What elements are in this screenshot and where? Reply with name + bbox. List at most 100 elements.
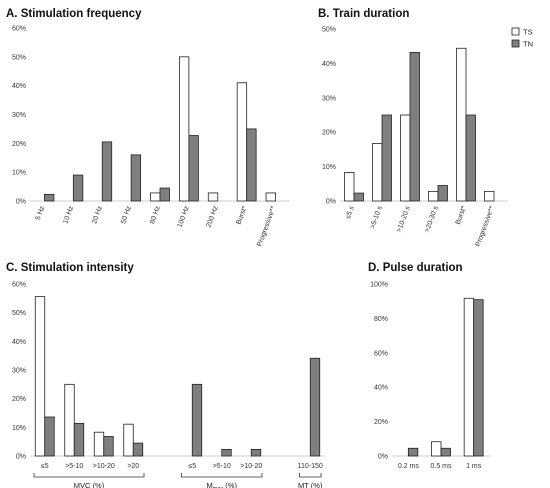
bar-ts — [456, 47, 467, 202]
y-tick-label: 20% — [12, 396, 26, 403]
group-label-main: M — [207, 481, 213, 488]
y-tick-label: 10% — [12, 425, 26, 432]
bar-tn — [191, 383, 203, 457]
y-tick-label: 40% — [12, 83, 26, 90]
bar-tn — [44, 193, 55, 202]
y-tick-label: 40% — [374, 385, 388, 392]
x-tick-label: >5-10 — [65, 463, 83, 470]
x-tick-label: 20 Hz — [91, 205, 104, 225]
y-tick-label: 40% — [322, 61, 336, 68]
y-tick-label: 40% — [12, 339, 26, 346]
y-tick-label: 10% — [322, 164, 336, 171]
x-tick-label: ≤5 s — [345, 205, 356, 220]
bar-tn — [44, 416, 55, 457]
panel-stimulation-intensity: C. Stimulation intensity 0% 10% 20% 30% 40% 5… — [6, 262, 325, 488]
legend-label-tn: TN — [523, 40, 533, 49]
bar-ts — [265, 192, 276, 202]
group-label: Mmax (%) — [207, 481, 238, 488]
x-tick-label: 110-150 — [298, 463, 323, 470]
x-tick-label: 80 Hz — [149, 205, 162, 225]
group-bracket — [299, 473, 322, 478]
x-tick-label: 200 Hz — [205, 205, 219, 229]
x-tick-label: >20-30 s — [424, 205, 440, 234]
bar-tn — [73, 422, 85, 457]
x-tick-label: Burst* — [455, 205, 468, 226]
bar-ts — [34, 296, 46, 457]
bar-ts — [178, 56, 190, 202]
bar-ts — [372, 143, 383, 202]
x-tick-label: 100 Hz — [177, 205, 191, 229]
bar-tn — [309, 357, 321, 457]
bar-tn — [381, 114, 392, 202]
y-tick-label: 0% — [378, 454, 388, 461]
group-label: MT (%) — [298, 481, 323, 488]
bar-tn — [72, 174, 84, 202]
y-tick-label: 50% — [12, 54, 26, 61]
y-tick-label: 0% — [326, 199, 336, 206]
bar-tn — [409, 51, 420, 202]
x-tick-label: ≤5 — [188, 463, 196, 470]
group-label-main: MT (%) — [298, 481, 323, 488]
bar-ts — [484, 190, 495, 202]
y-tick-label: 60% — [12, 26, 26, 33]
x-tick-label: Progressive** — [256, 205, 277, 248]
bar-tn — [440, 447, 451, 457]
bar-tn — [101, 141, 113, 202]
y-tick-label: 10% — [12, 170, 26, 177]
x-tick-label: >10-20 s — [396, 205, 412, 234]
x-tick-label: >10-20 — [240, 463, 262, 470]
panel-pulse-duration: D. Pulse duration 0% 20% 40% 60% 80% 100% 0.2 … — [368, 262, 490, 470]
y-tick-label: 0% — [16, 199, 26, 206]
x-tick-label: >5-10 — [213, 463, 231, 470]
x-tick-label: >5-10 s — [369, 205, 384, 230]
bar-ts — [207, 192, 219, 202]
y-tick-label: 30% — [12, 368, 26, 375]
x-tick-label: ≤5 — [41, 463, 49, 470]
panel-title-d: D. Pulse duration — [368, 262, 463, 274]
x-tick-label: 10 Hz — [62, 205, 75, 225]
x-tick-label: 1 ms — [466, 463, 482, 470]
bar-ts — [123, 423, 134, 457]
y-tick-label: 20% — [374, 419, 388, 426]
legend-swatch-tn — [511, 39, 520, 48]
bar-ts — [344, 172, 355, 202]
y-tick-label: 30% — [322, 95, 336, 102]
panel-train-duration: B. Train duration 0% 10% 20% 30% 40% 50% ≤5 s >… — [318, 8, 533, 248]
panel-title-b: B. Train duration — [318, 8, 409, 20]
y-tick-label: 50% — [322, 27, 336, 34]
y-tick-label: 0% — [16, 454, 26, 461]
group-bracket — [33, 473, 145, 478]
bar-ts — [400, 114, 411, 202]
group-label-subscript: max — [213, 486, 224, 488]
bar-tn — [250, 449, 262, 457]
group-label-main: MVC (%) — [74, 481, 105, 488]
bar-tn — [407, 447, 419, 457]
legend-swatch-ts — [511, 27, 520, 36]
bar-tn — [437, 185, 448, 202]
y-tick-label: 60% — [12, 282, 26, 289]
bar-ts — [431, 441, 442, 457]
legend: TS TN — [511, 27, 533, 49]
bar-tn — [130, 154, 142, 202]
bar-ts — [93, 431, 105, 457]
group-label-suffix: (%) — [223, 481, 237, 488]
y-tick-label: 50% — [12, 310, 26, 317]
x-tick-label: 5 Hz — [35, 205, 47, 221]
legend-label-ts: TS — [523, 28, 533, 37]
x-tick-label: Burst* — [235, 205, 248, 226]
bar-ts — [236, 82, 248, 202]
panel-title-c: C. Stimulation intensity — [6, 262, 134, 274]
bar-ts — [463, 297, 475, 457]
bar-tn — [188, 135, 199, 202]
x-tick-label: >10-20 — [93, 463, 115, 470]
bar-tn — [353, 192, 364, 202]
bar-ts — [150, 192, 161, 202]
y-tick-label: 80% — [374, 316, 388, 323]
group-bracket — [181, 473, 263, 478]
bar-tn — [473, 299, 484, 457]
bar-ts — [428, 190, 439, 202]
group-label: MVC (%) — [74, 481, 105, 488]
x-tick-label: Progressive** — [475, 205, 496, 248]
bar-tn — [246, 128, 257, 202]
